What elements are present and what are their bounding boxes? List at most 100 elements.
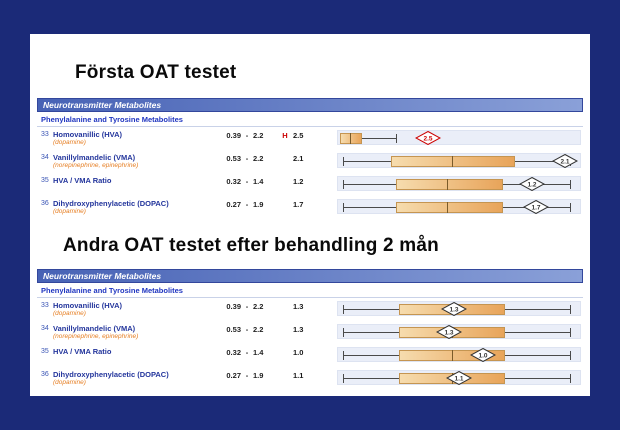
analyte-neurotransmitter: (dopamine) (53, 310, 86, 317)
result-value: 1.2 (293, 177, 304, 186)
analyte-id: 36 (41, 371, 49, 378)
whisker-end (342, 351, 344, 360)
analyte-neurotransmitter: (dopamine) (53, 379, 86, 386)
value-marker-diamond: 1.3 (441, 301, 468, 316)
analyte-id: 35 (41, 177, 49, 184)
high-flag (277, 301, 293, 302)
result-boxplot: 2.1 (337, 153, 581, 168)
first-test-title: Första OAT testet (75, 62, 237, 83)
whisker-end (570, 180, 572, 189)
analyte-name: Dihydroxyphenylacetic (DOPAC) (53, 370, 169, 379)
section-header-bar: Neurotransmitter Metabolites (37, 269, 583, 283)
result-value: 2.5 (293, 131, 304, 140)
analyte-id: 34 (41, 154, 49, 161)
analyte-row: 35 HVA / VMA Ratio 0.32 - 1.4 1.2 1.2 (37, 175, 583, 198)
analyte-name: Dihydroxyphenylacetic (DOPAC) (53, 199, 169, 208)
subsection-title: Phenylalanine and Tyrosine Metabolites (37, 283, 583, 298)
analyte-name: Homovanillic (HVA) (53, 301, 123, 310)
ref-high: 1.4 (253, 348, 264, 357)
value-marker-diamond: 2.5 (414, 130, 441, 145)
section-header-label: Neurotransmitter Metabolites (43, 271, 162, 281)
analyte-name-block: Homovanillic (HVA) (dopamine) (53, 130, 211, 147)
value-marker-diamond: 1.2 (518, 176, 545, 191)
whisker-end (342, 203, 344, 212)
result-value: 1.7 (293, 200, 304, 209)
reference-range-box (396, 202, 503, 213)
ref-low: 0.27 (226, 200, 241, 209)
ref-high: 1.9 (253, 200, 264, 209)
whisker-end (342, 305, 344, 314)
result-value: 1.3 (293, 325, 304, 334)
first-test-section: Första OAT testet Neurotransmitter Metab… (37, 62, 583, 221)
ref-high: 1.4 (253, 177, 264, 186)
svg-text:2.5: 2.5 (423, 135, 432, 142)
value-marker-diamond: 2.1 (552, 153, 579, 168)
high-flag (277, 347, 293, 348)
result-boxplot: 1.3 (337, 324, 581, 339)
result-boxplot: 1.2 (337, 176, 581, 191)
value-marker-diamond: 1.0 (470, 347, 497, 362)
whisker-line (340, 138, 397, 139)
analyte-name-block: HVA / VMA Ratio (53, 347, 211, 356)
analyte-neurotransmitter: (dopamine) (53, 208, 86, 215)
analyte-row: 36 Dihydroxyphenylacetic (DOPAC) (dopami… (37, 369, 583, 392)
whisker-end (342, 157, 344, 166)
result-value: 1.3 (293, 302, 304, 311)
range-separator: - (245, 325, 249, 334)
whisker-end (570, 203, 572, 212)
high-flag: H (282, 131, 288, 140)
ref-high: 1.9 (253, 371, 264, 380)
range-separator: - (245, 371, 249, 380)
report-panel: Första OAT testet Neurotransmitter Metab… (30, 34, 590, 396)
ref-low: 0.27 (226, 371, 241, 380)
value-marker-diamond: 1.1 (445, 370, 473, 385)
analyte-id: 34 (41, 325, 49, 332)
high-flag (277, 324, 293, 325)
svg-text:1.0: 1.0 (479, 352, 488, 359)
ref-high: 2.2 (253, 154, 264, 163)
median-line (451, 350, 453, 361)
analyte-row: 33 Homovanillic (HVA) (dopamine) 0.39 - … (37, 129, 583, 152)
analyte-name: Vanillylmandelic (VMA) (53, 324, 136, 333)
high-flag (277, 176, 293, 177)
analyte-row: 34 Vanillylmandelic (VMA) (norepinephrin… (37, 323, 583, 346)
ref-high: 2.2 (253, 302, 264, 311)
subsection-title: Phenylalanine and Tyrosine Metabolites (37, 112, 583, 127)
analyte-name-block: Vanillylmandelic (VMA) (norepinephrine, … (53, 153, 211, 170)
result-boxplot: 1.1 (337, 370, 581, 385)
high-flag (277, 199, 293, 200)
analyte-name-block: Dihydroxyphenylacetic (DOPAC) (dopamine) (53, 199, 211, 216)
median-line (446, 202, 448, 213)
median-line (446, 179, 448, 190)
svg-text:1.1: 1.1 (454, 375, 463, 382)
result-boxplot: 1.0 (337, 347, 581, 362)
analyte-row: 33 Homovanillic (HVA) (dopamine) 0.39 - … (37, 300, 583, 323)
ref-low: 0.32 (226, 177, 241, 186)
ref-high: 2.2 (253, 131, 264, 140)
analyte-row: 36 Dihydroxyphenylacetic (DOPAC) (dopami… (37, 198, 583, 221)
analyte-id: 36 (41, 200, 49, 207)
result-value: 1.1 (293, 371, 304, 380)
analyte-neurotransmitter: (dopamine) (53, 139, 86, 146)
reference-range-box (396, 179, 503, 190)
range-separator: - (245, 131, 249, 140)
whisker-end (570, 305, 572, 314)
ref-low: 0.53 (226, 154, 241, 163)
result-value: 2.1 (293, 154, 304, 163)
results-list: 33 Homovanillic (HVA) (dopamine) 0.39 - … (37, 298, 583, 392)
range-separator: - (245, 200, 249, 209)
high-flag (277, 370, 293, 371)
analyte-name-block: HVA / VMA Ratio (53, 176, 211, 185)
value-marker-diamond: 1.3 (436, 324, 463, 339)
svg-text:1.7: 1.7 (532, 204, 541, 211)
ref-low: 0.39 (226, 131, 241, 140)
second-test-section: Andra OAT testet efter behandling 2 mån … (37, 235, 583, 392)
value-marker-diamond: 1.7 (523, 199, 550, 214)
svg-text:1.2: 1.2 (527, 181, 536, 188)
ref-low: 0.32 (226, 348, 241, 357)
high-flag (277, 153, 293, 154)
result-boxplot: 1.7 (337, 199, 581, 214)
median-line (350, 133, 352, 144)
median-line (451, 156, 453, 167)
svg-text:1.3: 1.3 (445, 329, 454, 336)
